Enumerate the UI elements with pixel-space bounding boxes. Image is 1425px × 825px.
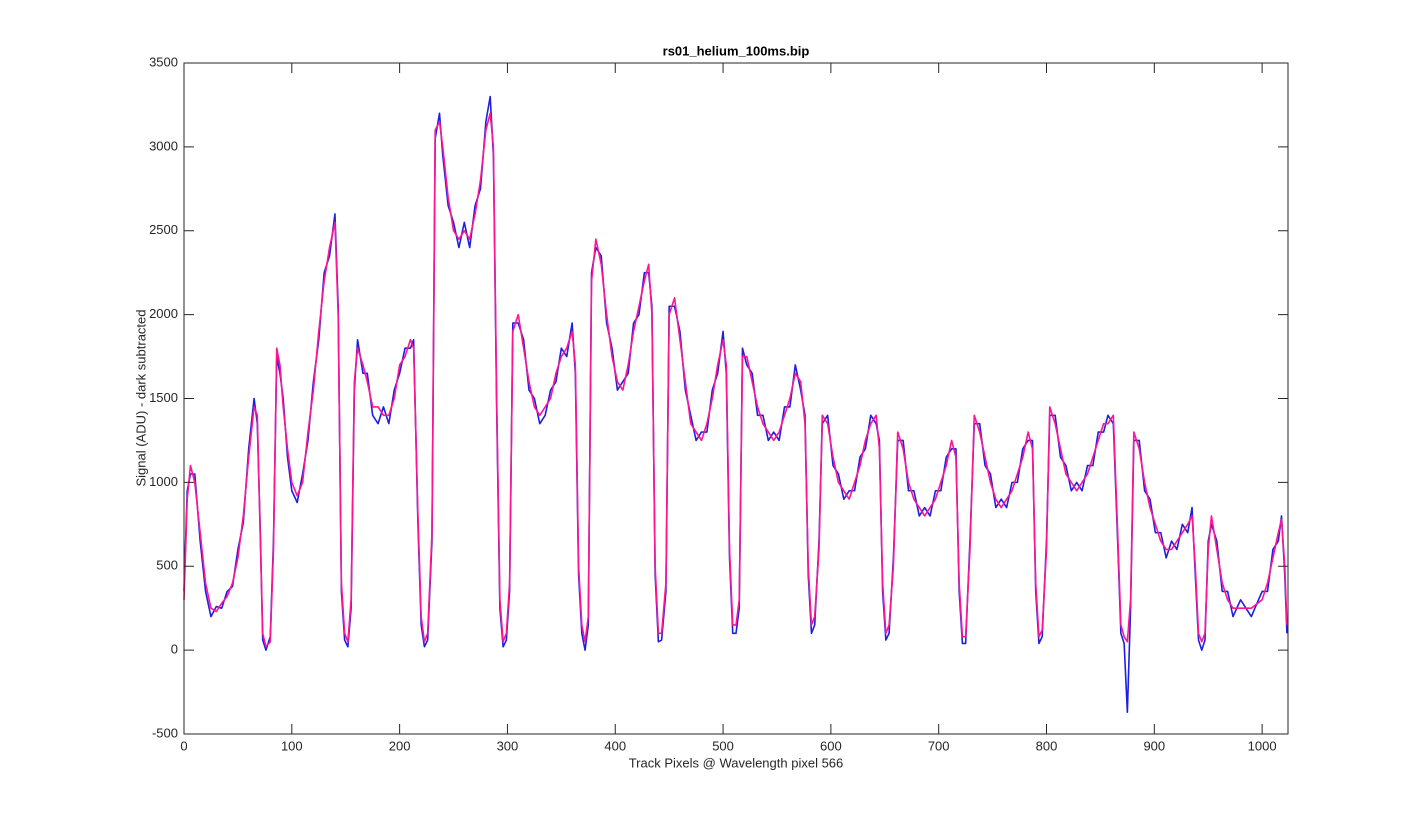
y-tick-label: 0 [171,642,178,657]
x-tick-label: 400 [604,738,626,753]
data-line [183,112,1288,648]
y-tick-label: 1000 [149,474,178,489]
y-axis-label: Signal (ADU) - dark subtracted [133,309,148,486]
y-tick-label: 1500 [149,390,178,405]
y-tick-label: 500 [156,558,178,573]
y-tick-label: 2000 [149,306,178,321]
x-tick-label: 800 [1036,738,1058,753]
y-tick-label: 2500 [149,222,178,237]
x-tick-label: 700 [928,738,950,753]
x-axis-label: Track Pixels @ Wavelength pixel 566 [629,755,844,770]
x-tick-label: 1000 [1248,738,1277,753]
y-tick-label: 3000 [149,138,178,153]
x-tick-label: 500 [712,738,734,753]
chart-title: rs01_helium_100ms.bip [663,43,810,58]
x-tick-label: 300 [497,738,519,753]
x-tick-label: 100 [281,738,303,753]
y-tick-label: 3500 [149,54,178,69]
x-tick-label: 200 [389,738,411,753]
x-tick-label: 0 [180,738,187,753]
x-tick-label: 600 [820,738,842,753]
y-tick-label: -500 [152,725,178,740]
x-tick-label: 900 [1143,738,1165,753]
